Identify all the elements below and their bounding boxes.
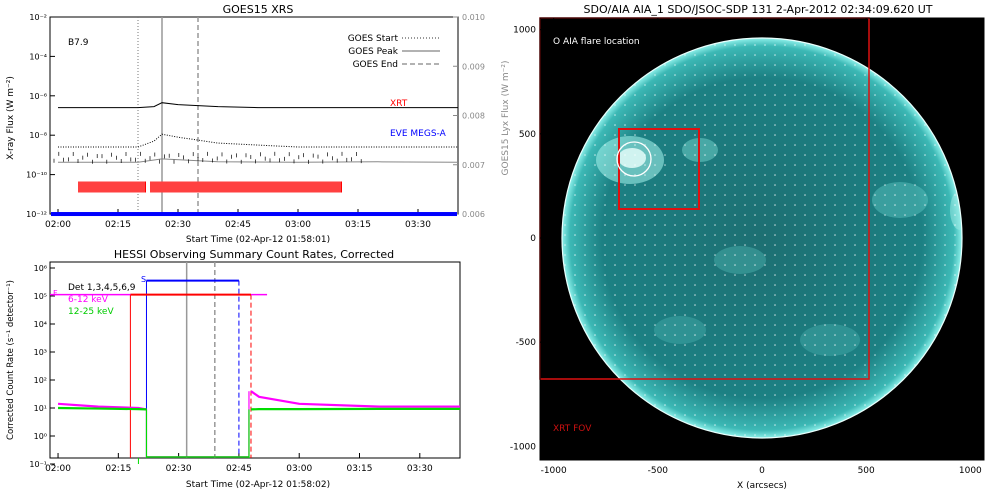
goes-x-tick-label: 02:30: [165, 220, 191, 230]
goes-legend-start: GOES Start: [348, 34, 399, 44]
hessi-x-tick-label: 02:30: [166, 464, 192, 474]
goes-y-tick-label-left: 10⁻⁸: [29, 131, 47, 140]
aia-x-tick-label: 1000: [959, 466, 982, 476]
goes-x-ticks: 02:00 02:15 02:30 02:45 03:00 03:15 03:30: [45, 209, 431, 230]
aia-x-tick-label: 500: [858, 466, 875, 476]
goes-x-tick-label: 03:30: [405, 220, 431, 230]
goes-legend-end: GOES End: [353, 60, 398, 70]
goes-y-tick-label-right: 0.006: [462, 210, 485, 219]
goes-short-series-line: [58, 133, 458, 148]
goes-y-ticks-left: 10⁻² 10⁻⁴ 10⁻⁶ 10⁻⁸ 10⁻¹⁰ 10⁻¹²: [26, 13, 55, 219]
aia-fov-label: XRT FOV: [553, 424, 592, 434]
hessi-y-tick-label: 10⁻¹: [29, 460, 47, 469]
hessi-plot-frame: [49, 261, 461, 459]
aia-x-tick-label: 0: [759, 466, 765, 476]
goes-legend: GOES Start GOES Peak GOES End: [348, 34, 440, 70]
hessi-panel: HESSI Observing Summary Count Rates, Cor…: [6, 248, 461, 490]
aia-y-ticks: 1000 500 0 -500 -1000: [510, 26, 984, 452]
hessi-x-ticks: 02:00 02:15 02:30 02:45 03:00 03:15 03:30: [45, 453, 433, 474]
goes-y-tick-label-right: 0.007: [462, 161, 485, 170]
hessi-y-tick-label: 10⁰: [34, 432, 47, 441]
hessi-flag-s: S: [141, 275, 146, 284]
aia-y-tick-label: -1000: [510, 442, 536, 452]
goes-y-tick-label-left: 10⁻⁴: [29, 52, 47, 61]
goes-x-label: Start Time (02-Apr-12 01:58:01): [186, 235, 330, 245]
aia-y-tick-label: -500: [516, 338, 537, 348]
hessi-marks: [50, 262, 460, 464]
hessi-legend-6-12: 6-12 keV: [68, 295, 109, 305]
flare-region-box: [618, 128, 700, 210]
goes-y-tick-label-right: 0.008: [462, 112, 485, 121]
goes-legend-peak: GOES Peak: [348, 47, 398, 57]
goes-y-tick-label-left: 10⁻¹⁰: [26, 171, 47, 180]
hessi-flag-f: F: [53, 289, 58, 298]
aia-y-tick-label: 0: [530, 234, 536, 244]
hessi-x-tick-label: 03:00: [286, 464, 312, 474]
heliographic-grid: [562, 38, 962, 438]
hessi-title: HESSI Observing Summary Count Rates, Cor…: [114, 248, 394, 261]
goes-y-tick-label-left: 10⁻¹²: [26, 210, 47, 219]
aia-x-ticks: -1000 -500 0 500 1000: [541, 18, 982, 476]
goes-x-tick-label: 02:45: [225, 220, 251, 230]
goes-x-tick-label: 02:15: [105, 220, 131, 230]
hessi-y-tick-label: 10⁴: [34, 320, 47, 329]
aia-x-tick-label: -500: [648, 466, 669, 476]
aia-y-tick-label: 500: [519, 130, 536, 140]
aia-x-tick-label: -1000: [541, 466, 567, 476]
hessi-legend-header: Det 1,3,4,5,6,9: [68, 283, 136, 293]
aia-y-tick-label: 1000: [513, 26, 536, 36]
hessi-y-ticks: 10⁶ 10⁵ 10⁴ 10³ 10² 10¹ 10⁰ 10⁻¹: [29, 264, 55, 469]
hessi-y-tick-label: 10¹: [34, 404, 47, 413]
hessi-y-tick-label: 10²: [34, 376, 47, 385]
hessi-y-tick-label: 10³: [34, 348, 47, 357]
aia-x-label: X (arcsecs): [737, 481, 787, 491]
hessi-series-12-25 keV-line: [58, 406, 147, 411]
goes-y-label-right: GOES15 Lyx Flux (W m⁻²): [501, 61, 511, 176]
sun-texture: [562, 38, 962, 438]
hessi-series-6-12 keV-line: [250, 390, 460, 408]
aia-flare-label: O AIA flare location: [553, 37, 640, 47]
goes-x-tick-label: 03:00: [285, 220, 311, 230]
goes-y-tick-label-left: 10⁻²: [29, 13, 47, 22]
goes-xrt-label: XRT: [390, 99, 408, 109]
goes-eve-coverage-bar: [51, 212, 457, 217]
goes-eve-label: EVE MEGS-A: [390, 129, 447, 139]
aia-title: SDO/AIA AIA_1 SDO/JSOC-SDP 131 2-Apr-201…: [584, 3, 933, 16]
goes-panel: GOES15 XRS 10⁻² 10⁻⁴ 10⁻⁶ 10⁻⁸ 10⁻¹⁰ 10⁻¹² 0.…: [6, 3, 511, 245]
hessi-y-label: Corrected Count Rate (s⁻¹ detector⁻¹): [6, 280, 16, 440]
hessi-y-tick-label: 10⁵: [34, 292, 47, 301]
hessi-x-tick-label: 03:30: [407, 464, 433, 474]
hessi-legend: Det 1,3,4,5,6,9 6-12 keV 12-25 keV F S: [53, 275, 146, 317]
hessi-x-tick-label: 02:15: [105, 464, 131, 474]
goes-lyx-series-line: [58, 158, 459, 163]
goes-x-tick-label: 03:15: [345, 220, 371, 230]
goes-y-label-left: X-ray Flux (W m⁻²): [6, 76, 16, 160]
hessi-legend-12-25: 12-25 keV: [68, 307, 114, 317]
goes-long-series-line: [58, 102, 458, 109]
hessi-series-12-25 keV-line: [250, 407, 460, 411]
sun-limb: [561, 37, 963, 439]
hessi-x-tick-label: 02:45: [226, 464, 252, 474]
goes-y-tick-label-right: 0.010: [462, 13, 485, 22]
hessi-x-label: Start Time (02-Apr-12 01:58:02): [186, 480, 330, 490]
hessi-x-tick-label: 03:15: [347, 464, 373, 474]
aia-panel: SDO/AIA AIA_1 SDO/JSOC-SDP 131 2-Apr-201…: [510, 3, 985, 491]
goes-y-tick-label-right: 0.009: [462, 62, 485, 71]
goes-marks: [51, 17, 459, 217]
goes-class-label: B7.9: [68, 38, 89, 48]
hessi-y-tick-label: 10⁶: [34, 264, 47, 273]
goes-y-tick-label-left: 10⁻⁶: [29, 92, 47, 101]
goes-title: GOES15 XRS: [223, 3, 294, 16]
hessi-x-tick-label: 02:00: [45, 464, 71, 474]
goes-x-tick-label: 02:00: [45, 220, 71, 230]
aia-flare-location-marker: [616, 141, 652, 177]
